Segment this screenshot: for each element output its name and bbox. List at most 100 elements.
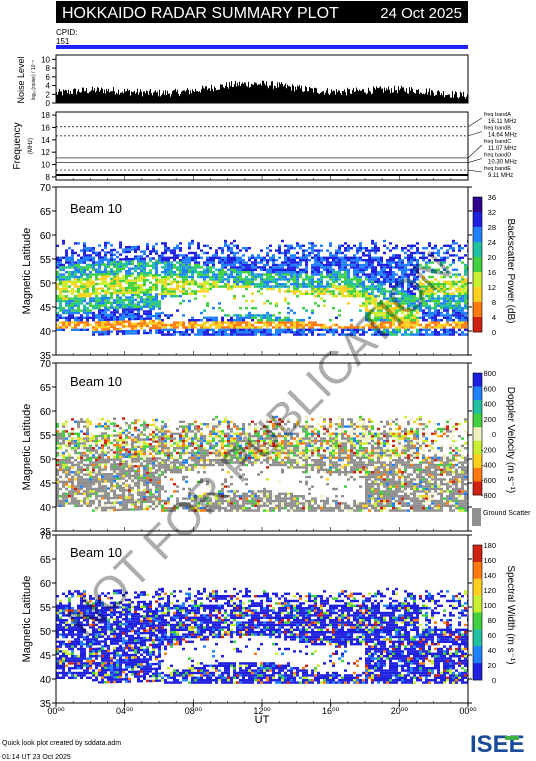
colorbar-tick-label: 600 [483,384,496,393]
spectral-width-panel: Beam 10 35 40 45 50 55 60 65 70 Magnetic Latitu… [21,531,516,710]
colorbar-segment [473,242,482,258]
freq-band-name: freq bandE [484,166,511,172]
colorbar-tick-label: -400 [481,461,496,470]
freq-tick-label: 14 [41,136,50,145]
time-tick-label: 00⁰⁰ [47,706,65,716]
lat-tick-label: 60 [40,579,52,590]
logo-text: ISEE [470,731,525,758]
lat-tick-label: 65 [40,207,52,218]
colorbar-segment [473,212,482,228]
freq-band-pointer [467,169,483,173]
cpid-label: CPID: [56,28,77,37]
colorbar-segment [473,561,482,580]
beam-label: Beam 10 [70,201,122,216]
time-tick-label: 08⁰⁰ [185,706,203,716]
velocity-heatmap [56,415,468,512]
freq-band-value: 10.30 MHz [488,160,517,166]
colorbar-segment [473,629,482,647]
lat-tick-label: 70 [40,359,52,370]
footer-created: 01:14 UT 23 Oct 2025 [2,754,71,761]
colorbar-tick-label: -800 [481,491,496,500]
lat-tick-label: 70 [40,531,52,542]
ground-scatter-swatch [472,508,481,526]
cpid-bar [56,45,468,49]
colorbar-tick-label: 16 [488,268,496,277]
beam-label: Beam 10 [70,545,122,560]
lat-tick-label: 55 [40,255,52,266]
colorbar-tick-label: 800 [483,369,496,378]
colorbar-tick-label: 160 [483,556,496,565]
lat-tick-label: 50 [40,455,52,466]
colorbar-tick-label: 60 [488,631,496,640]
colorbar-segment [473,386,482,401]
freq-band-name: freq bandA [484,112,511,118]
noise-ylabel: Noise Level [16,56,26,103]
colorbar-tick-label: 400 [483,400,496,409]
freq-yticks: 8 10 12 14 16 18 [41,111,56,182]
freq-band-value: 16.11 MHz [488,119,517,125]
colorbar-tick-label: 20 [488,253,496,262]
colorbar-tick-label: 36 [488,193,496,202]
colorbar-tick-label: 100 [483,601,496,610]
freq-band-value: 14.64 MHz [488,133,517,139]
colorbar-tick-label: 140 [483,571,496,580]
panel-ylabel: Magnetic Latitude [21,404,33,491]
colorbar-segment [473,578,482,596]
colorbar-tick-label: 0 [492,676,496,685]
logo-accent [505,736,519,740]
freq-tick-label: 10 [41,161,50,170]
colorbar-segment [473,302,482,318]
plot-date: 24 Oct 2025 [380,5,462,22]
lat-tick-label: 50 [40,627,52,638]
freq-operating-bar [56,174,468,176]
isee-logo: ISEE [470,731,525,758]
colorbar-tick-label: 28 [488,223,496,232]
colorbar-segment [473,197,482,213]
colorbar-segment [473,481,482,496]
freq-tick-label: 8 [46,173,51,182]
colorbar-segment [473,373,482,387]
freq-unit: (MHz) [28,138,34,154]
freq-band-name: freq bandB [484,126,511,132]
colorbar-tick-label: -200 [481,445,496,454]
power-heatmap [56,239,468,336]
colorbar-tick-label: 24 [488,238,496,247]
colorbar-tick-label: 20 [488,661,496,670]
time-tick-label: 16⁰⁰ [322,706,340,716]
lat-tick-label: 40 [40,327,52,338]
noise-tick-label: 4 [46,82,51,91]
time-tick-label: 00⁰⁰ [459,706,477,716]
colorbar-label: Backscatter Power (dB) [505,218,516,323]
colorbar-label: Doppler Velocity (m s⁻¹) [505,387,516,493]
velocity-colorbar: -800 -600 -400 -200 0 200 400 600 800 [472,369,496,500]
lat-tick-label: 45 [40,479,52,490]
freq-band-pointer [467,131,483,137]
noise-series [56,80,468,103]
freq-frame [55,111,469,181]
colorbar-tick-label: 8 [492,298,496,307]
freq-tick-label: 12 [41,148,50,157]
lat-tick-label: 35 [40,351,52,362]
noise-sublabel: log₁₀(noise) / 10⁻⁵ [31,60,37,100]
colorbar-tick-label: 32 [488,208,496,217]
lat-tick-label: 40 [40,675,52,686]
time-axis: 00⁰⁰ 04⁰⁰ 08⁰⁰ 12⁰⁰ 16⁰⁰ 20⁰⁰ 00⁰⁰ [47,99,477,716]
noise-tick-label: 8 [46,64,51,73]
panel-ylabel: Magnetic Latitude [21,228,33,315]
panel-ylabel: Magnetic Latitude [21,576,33,663]
x-axis-label: UT [255,714,270,726]
colorbar-segment [473,467,482,482]
noise-bars-path [56,80,468,103]
lat-tick-label: 65 [40,555,52,566]
colorbar-segment [473,317,482,333]
doppler-velocity-panel: Beam 10 35 40 45 50 55 60 65 70 Magnetic Latitu… [21,359,531,538]
freq-band-pointer [467,144,483,159]
lat-tick-label: 60 [40,231,52,242]
ground-scatter-label: Ground Scatter [483,510,531,517]
freq-tick-label: 16 [41,123,50,132]
freq-band-value: 9.11 MHz [488,173,513,179]
footer-credit: Quick look plot created by sddata.adm [2,740,121,747]
freq-band-pointer [467,158,483,163]
